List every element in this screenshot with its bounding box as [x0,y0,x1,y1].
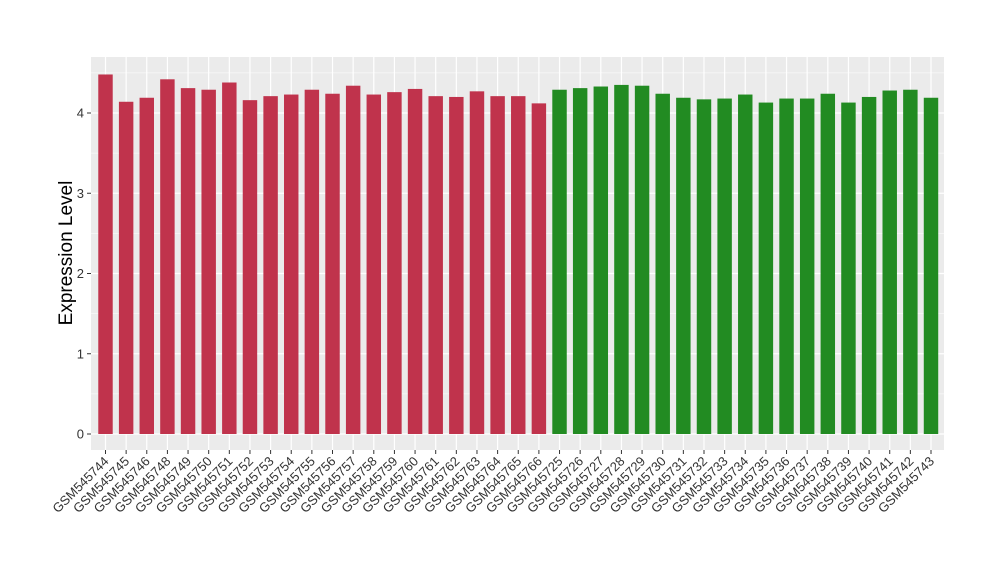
bar-GSM545738 [820,93,836,435]
bar-GSM545763 [469,91,485,435]
y-tick-label: 4 [77,106,84,121]
bar-GSM545726 [572,88,588,434]
bar-GSM545761 [428,96,443,435]
bar-GSM545755 [304,89,320,434]
bar-GSM545753 [263,96,278,435]
bar-GSM545727 [593,86,609,434]
bar-GSM545743 [923,97,939,434]
bar-GSM545764 [490,96,505,435]
bar-GSM545752 [242,100,258,434]
y-axis: 0 1 2 3 4 [77,106,91,442]
bar-GSM545766 [531,103,547,435]
x-axis: GSM545744GSM545745GSM545746GSM545748GSM5… [49,450,937,516]
bar-GSM545762 [449,96,464,434]
bar-GSM545751 [222,82,237,434]
bar-GSM545744 [98,74,113,434]
bar-GSM545742 [903,89,918,434]
y-tick-label: 0 [77,427,84,442]
bar-GSM545760 [407,88,423,435]
bar-GSM545730 [655,93,670,435]
bar-GSM545729 [634,85,650,434]
bar-GSM545733 [717,98,732,435]
bar-GSM545765 [511,96,526,435]
y-tick-label: 1 [77,346,84,361]
bar-GSM545735 [758,102,774,434]
bar-GSM545737 [799,98,815,435]
y-axis-title: Expression Level [56,181,77,326]
bars [98,74,939,435]
y-tick-label: 3 [77,186,84,201]
bar-GSM545758 [366,94,382,434]
bar-GSM545734 [738,94,753,434]
bar-GSM545757 [345,85,361,434]
bar-GSM545750 [201,89,216,434]
bar-GSM545756 [325,93,340,435]
bar-GSM545749 [180,88,196,434]
bar-GSM545740 [861,96,877,434]
bar-GSM545759 [387,92,402,434]
bar-GSM545745 [118,101,134,434]
bar-GSM545732 [696,99,712,435]
y-tick-label: 2 [77,266,84,281]
bar-GSM545741 [882,90,897,434]
bar-GSM545754 [284,94,299,434]
bar-GSM545739 [841,102,856,434]
bar-GSM545731 [676,97,691,434]
bar-GSM545725 [552,89,567,434]
bar-GSM545746 [139,97,154,434]
bar-GSM545736 [779,98,794,435]
bar-GSM545748 [160,79,175,435]
bar-GSM545728 [614,84,629,434]
